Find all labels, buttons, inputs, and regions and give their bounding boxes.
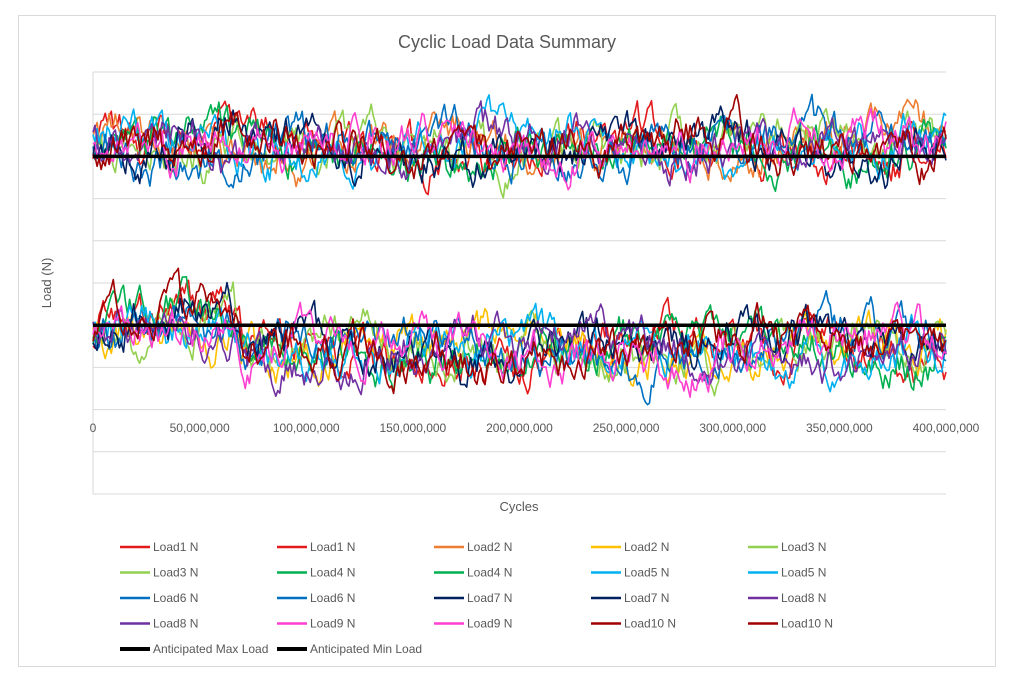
- legend: Load1 N Load1 N Load2 N Load2 N Load3 N Load3…: [120, 540, 833, 656]
- series-line: [92, 302, 947, 393]
- legend-label: Load8 N: [153, 617, 198, 631]
- legend-label: Load9 N: [310, 617, 355, 631]
- legend-item: Load1 N: [277, 540, 355, 554]
- legend-item: Load4 N: [434, 566, 512, 580]
- reference-lines: [93, 154, 946, 327]
- legend-label: Load2 N: [467, 540, 512, 554]
- legend-item: Load8 N: [120, 617, 198, 631]
- chart-title: Cyclic Load Data Summary: [398, 32, 616, 52]
- x-axis-title: Cycles: [499, 499, 539, 514]
- x-tick-label: 0: [90, 421, 97, 435]
- series-line: [92, 100, 947, 187]
- legend-item: Anticipated Max Load: [120, 642, 268, 656]
- series-line: [92, 98, 947, 188]
- legend-label: Load7 N: [467, 591, 512, 605]
- legend-label: Load3 N: [153, 566, 198, 580]
- x-tick-label: 150,000,000: [380, 421, 447, 435]
- legend-item: Load5 N: [591, 566, 669, 580]
- legend-item: Load2 N: [591, 540, 669, 554]
- legend-label: Load8 N: [781, 591, 826, 605]
- legend-item: Load7 N: [434, 591, 512, 605]
- legend-label: Load2 N: [624, 540, 669, 554]
- x-tick-label: 100,000,000: [273, 421, 340, 435]
- legend-item: Load8 N: [748, 591, 826, 605]
- series-line: [92, 301, 947, 399]
- legend-label: Load5 N: [624, 566, 669, 580]
- series-line: [92, 267, 947, 395]
- legend-item: Load5 N: [748, 566, 826, 580]
- legend-item: Load2 N: [434, 540, 512, 554]
- legend-label: Load4 N: [467, 566, 512, 580]
- legend-label: Anticipated Min Load: [310, 642, 422, 656]
- legend-label: Load10 N: [781, 617, 833, 631]
- legend-item: Load9 N: [277, 617, 355, 631]
- legend-item: Load3 N: [120, 566, 198, 580]
- legend-item: Load10 N: [591, 617, 676, 631]
- legend-label: Anticipated Max Load: [153, 642, 268, 656]
- legend-label: Load7 N: [624, 591, 669, 605]
- legend-label: Load6 N: [310, 591, 355, 605]
- legend-item: Load4 N: [277, 566, 355, 580]
- legend-item: Load3 N: [748, 540, 826, 554]
- y-axis-title: Load (N): [39, 258, 54, 309]
- legend-item: Load10 N: [748, 617, 833, 631]
- legend-label: Load4 N: [310, 566, 355, 580]
- legend-label: Load6 N: [153, 591, 198, 605]
- legend-item: Load6 N: [120, 591, 198, 605]
- x-tick-label: 300,000,000: [699, 421, 766, 435]
- x-tick-label: 50,000,000: [170, 421, 230, 435]
- legend-label: Load5 N: [781, 566, 826, 580]
- legend-item: Anticipated Min Load: [277, 642, 422, 656]
- legend-label: Load9 N: [467, 617, 512, 631]
- x-axis-ticks: 0 50,000,000 100,000,000 150,000,000 200,000…: [90, 421, 980, 435]
- series-line: [92, 107, 947, 191]
- legend-item: Load1 N: [120, 540, 198, 554]
- series-line: [92, 94, 947, 186]
- x-tick-label: 200,000,000: [486, 421, 553, 435]
- series-lines: [92, 93, 947, 406]
- x-tick-label: 400,000,000: [913, 421, 980, 435]
- legend-label: Load1 N: [310, 540, 355, 554]
- legend-item: Load9 N: [434, 617, 512, 631]
- legend-item: Load7 N: [591, 591, 669, 605]
- series-line: [92, 303, 947, 398]
- legend-item: Load6 N: [277, 591, 355, 605]
- series-line: [92, 93, 947, 189]
- legend-label: Load10 N: [624, 617, 676, 631]
- x-tick-label: 250,000,000: [593, 421, 660, 435]
- legend-label: Load1 N: [153, 540, 198, 554]
- legend-label: Load3 N: [781, 540, 826, 554]
- x-tick-label: 350,000,000: [806, 421, 873, 435]
